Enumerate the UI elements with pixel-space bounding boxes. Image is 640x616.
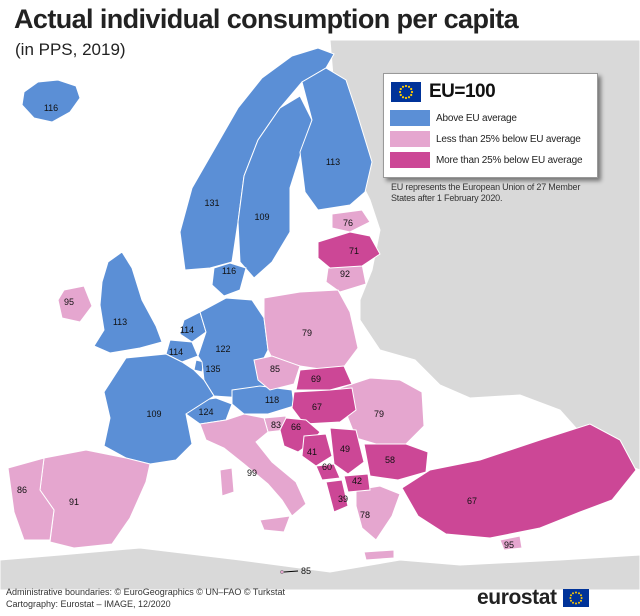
netherlands-region: [179, 311, 207, 343]
malta-leader-line: [283, 570, 299, 573]
value-label-norway: 131: [204, 198, 219, 208]
legend-swatch-more: [390, 152, 430, 168]
value-label-bulgaria: 58: [385, 455, 395, 465]
spain-region: [39, 449, 151, 549]
value-label-montenegro: 60: [322, 462, 332, 472]
iceland-region: [21, 79, 81, 123]
value-label-malta: 85: [301, 566, 311, 576]
value-label-albania: 39: [338, 494, 348, 504]
eurostat-logo: eurostat: [477, 586, 589, 610]
legend-swatch-above: [390, 110, 430, 126]
value-label-italy: 99: [247, 468, 257, 478]
value-label-belgium: 114: [169, 347, 183, 357]
value-label-turkey: 67: [467, 496, 477, 506]
montenegro-region: [315, 463, 341, 481]
eu-definition-note: EU represents the European Union of 27 M…: [391, 182, 581, 203]
finland-region: [299, 67, 373, 211]
legend-header: EU=100: [391, 80, 496, 104]
france-region: [103, 353, 215, 465]
crete-region: [363, 549, 395, 561]
legend-header-label: EU=100: [429, 81, 496, 102]
value-label-romania: 79: [374, 409, 384, 419]
cyprus-region: [499, 535, 523, 551]
denmark-region: [211, 262, 247, 297]
value-label-cyprus: 95: [504, 540, 514, 550]
value-label-luxembourg: 135: [205, 364, 220, 374]
germany-region: [197, 297, 271, 399]
value-label-latvia: 71: [349, 246, 359, 256]
malta-region: [280, 570, 284, 574]
value-label-czechia: 85: [270, 364, 280, 374]
legend-item-less: Less than 25% below EU average: [390, 131, 581, 147]
legend-swatch-less: [390, 131, 430, 147]
map-subtitle: (in PPS, 2019): [15, 40, 126, 59]
value-label-hungary: 67: [312, 402, 322, 412]
value-label-germany: 122: [215, 344, 230, 354]
legend-item-above: Above EU average: [390, 110, 517, 126]
value-label-austria: 118: [265, 395, 279, 405]
value-label-ireland: 95: [64, 297, 74, 307]
legend-label-less: Less than 25% below EU average: [436, 133, 581, 145]
value-label-greece: 78: [360, 510, 370, 520]
sardinia-region: [219, 467, 235, 497]
value-label-serbia: 49: [340, 444, 350, 454]
bulgaria-region: [363, 443, 429, 481]
value-label-slovenia: 83: [271, 420, 281, 430]
romania-region: [339, 377, 425, 445]
value-label-sweden: 109: [254, 212, 269, 222]
turkey-region: [401, 423, 637, 539]
value-label-poland: 79: [302, 328, 312, 338]
value-label-switzerland: 124: [198, 407, 213, 417]
eurostat-flag-icon: [562, 589, 589, 607]
less-below-regions: [7, 209, 523, 561]
value-label-north-macedonia: 42: [352, 476, 362, 486]
albania-region: [325, 479, 349, 513]
eu-flag-icon: [391, 82, 421, 102]
value-label-spain: 91: [69, 497, 79, 507]
value-label-croatia: 66: [291, 422, 301, 432]
map-legend: EU=100 Above EU average Less than 25% be…: [383, 73, 598, 178]
value-label-finland: 113: [326, 157, 340, 167]
united-kingdom-region: [93, 251, 163, 354]
belgium-region: [165, 339, 199, 363]
value-label-portugal: 86: [17, 485, 27, 495]
more-below-regions: [279, 231, 637, 539]
ireland-region: [57, 285, 93, 323]
credits-line-boundaries: Administrative boundaries: © EuroGeograp…: [6, 587, 286, 597]
legend-item-more: More than 25% below EU average: [390, 152, 583, 168]
north-macedonia-region: [343, 473, 371, 493]
value-label-estonia: 76: [343, 218, 353, 228]
value-label-united-kingdom: 113: [113, 317, 127, 327]
portugal-region: [7, 457, 55, 541]
legend-label-above: Above EU average: [436, 112, 517, 124]
value-label-netherlands: 114: [180, 325, 194, 335]
value-label-lithuania: 92: [340, 269, 350, 279]
value-label-iceland: 116: [44, 103, 58, 113]
greece-region: [355, 485, 401, 541]
austria-region: [231, 385, 295, 415]
legend-label-more: More than 25% below EU average: [436, 154, 583, 166]
sicily-region: [259, 515, 291, 533]
value-labels: 116 131 109 113 76 71 92 116 95 113 114 …: [17, 103, 514, 576]
eurostat-wordmark: eurostat: [477, 586, 557, 609]
italy-region: [199, 413, 307, 517]
slovakia-region: [295, 365, 353, 391]
latvia-region: [317, 231, 381, 269]
value-label-denmark: 116: [222, 266, 236, 276]
norway-region: [179, 47, 335, 271]
hungary-region: [291, 387, 357, 425]
value-label-slovakia: 69: [311, 374, 321, 384]
value-label-france: 109: [146, 409, 161, 419]
credits-line-cartography: Cartography: Eurostat – IMAGE, 12/2020: [6, 599, 171, 609]
serbia-region: [329, 427, 365, 475]
value-label-bosnia: 41: [307, 447, 317, 457]
estonia-region: [331, 209, 371, 233]
map-title: Actual individual consumption per capita: [14, 4, 519, 34]
above-average-regions: [21, 47, 373, 465]
credits: Administrative boundaries: © EuroGeograp…: [6, 586, 285, 610]
czechia-region: [253, 355, 301, 391]
bosnia-region: [301, 433, 333, 467]
